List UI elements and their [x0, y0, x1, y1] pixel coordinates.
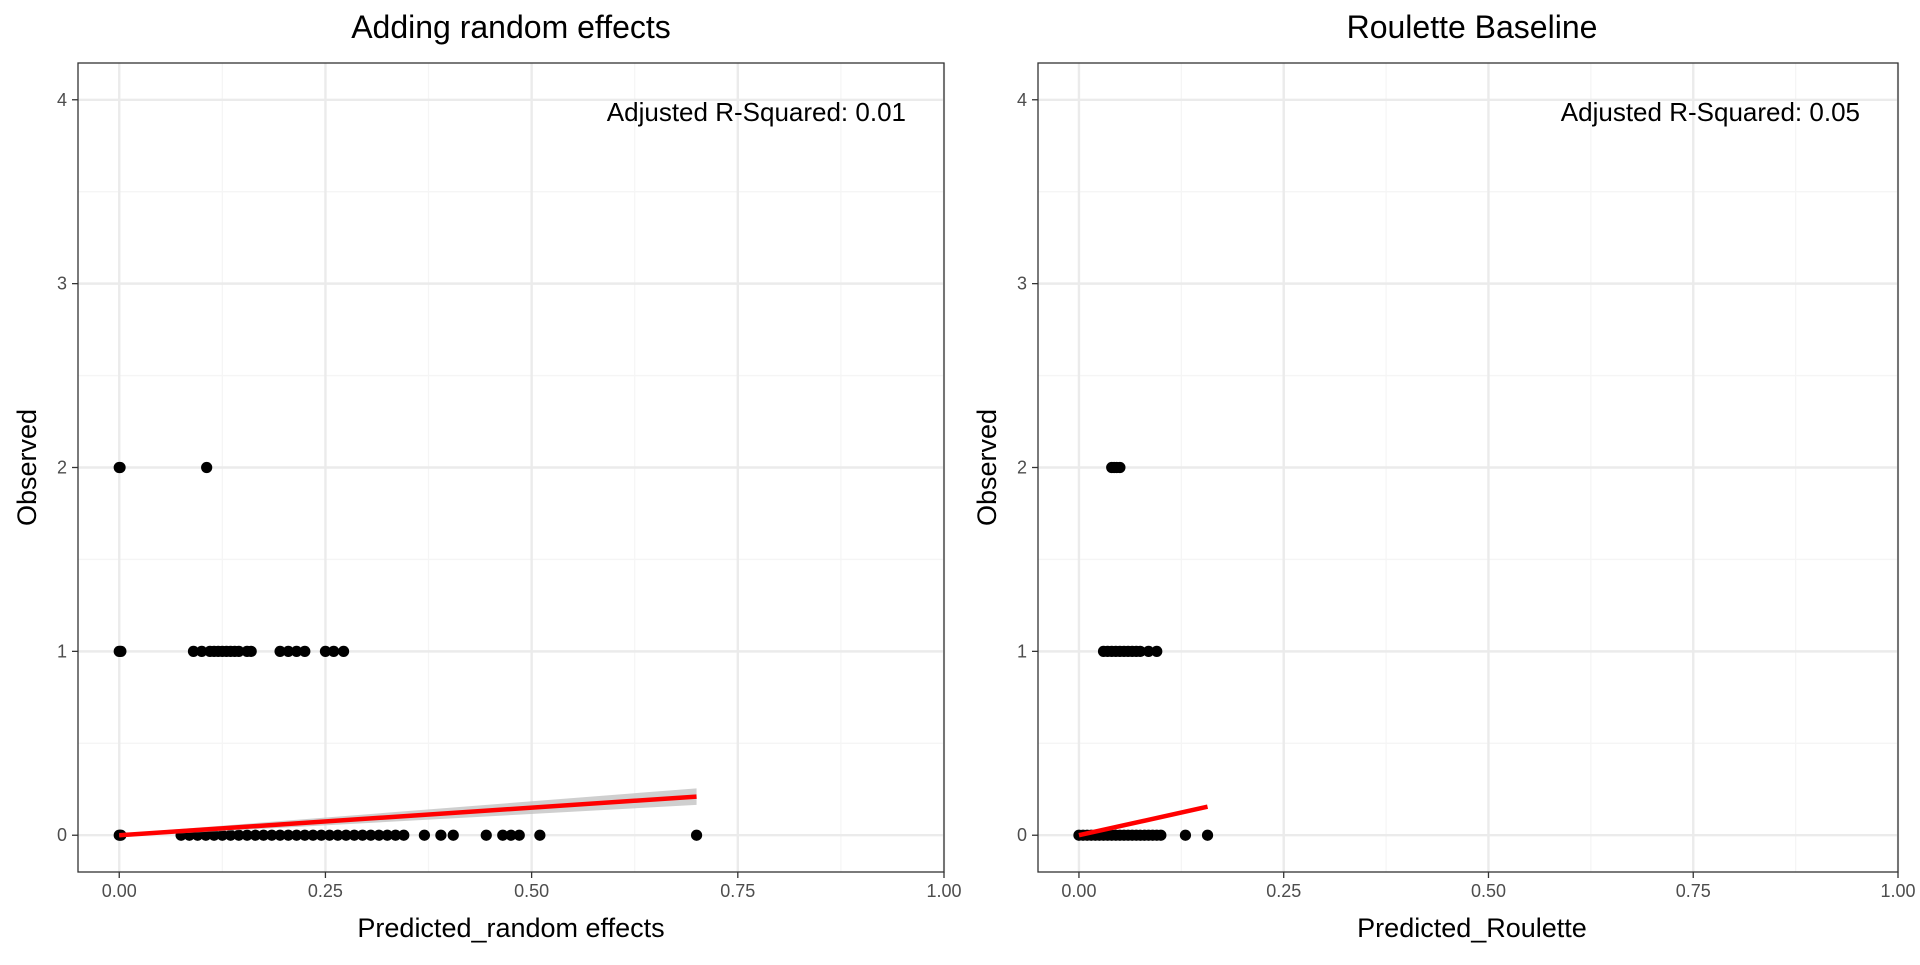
y-tick-label: 2: [1017, 458, 1027, 478]
data-point: [299, 645, 311, 657]
r-squared-annotation: Adjusted R-Squared: 0.05: [1561, 97, 1860, 127]
data-point: [381, 829, 393, 841]
data-point: [233, 829, 245, 841]
y-tick-label: 3: [1017, 274, 1027, 294]
x-tick-label: 0.00: [1061, 881, 1096, 901]
data-point: [690, 829, 703, 841]
x-tick-label: 0.75: [720, 881, 755, 901]
r-squared-annotation: Adjusted R-Squared: 0.01: [607, 97, 906, 127]
data-point: [1201, 829, 1214, 841]
data-point: [389, 829, 402, 841]
data-point: [513, 829, 525, 841]
data-point: [319, 645, 332, 657]
data-point: [534, 829, 546, 841]
chart-panel-2: 0.00 0.25 0.50 0.75 1.00 0 1 2 3 4 Roulette Baseli…: [972, 9, 1916, 943]
y-tick-label: 4: [1017, 90, 1027, 110]
data-point: [418, 829, 430, 841]
regression-line: [1078, 804, 1209, 838]
x-tick-label: 0.25: [308, 881, 343, 901]
data-point: [282, 645, 294, 657]
data-point: [224, 829, 237, 841]
data-point: [1114, 461, 1126, 474]
x-tick-label: 0.50: [1471, 881, 1506, 901]
data-point: [245, 645, 257, 657]
data-point: [356, 829, 369, 841]
data-point: [497, 829, 509, 841]
y-axis-label: Observed: [12, 409, 42, 526]
data-point: [505, 829, 517, 841]
data-point: [201, 461, 213, 474]
x-tick-label: 1.00: [1880, 881, 1915, 901]
y-tick-label: 1: [1017, 641, 1027, 661]
data-point: [114, 461, 126, 474]
data-point: [274, 829, 286, 841]
data-point: [398, 829, 410, 841]
y-tick-label: 4: [57, 90, 67, 110]
data-point: [1155, 829, 1167, 841]
data-point: [340, 829, 352, 841]
chart-panel-1: 0.00 0.25 0.50 0.75 1.00 0 1 2 3 4 Adding random e…: [12, 9, 962, 943]
data-point: [299, 829, 311, 841]
data-point: [216, 829, 228, 841]
data-point: [373, 829, 385, 841]
data-point: [307, 829, 319, 841]
data-point: [328, 645, 340, 657]
data-point: [365, 829, 377, 841]
data-point: [348, 829, 360, 841]
data-point: [1142, 645, 1155, 657]
data-point: [196, 645, 208, 657]
data-point: [332, 829, 344, 841]
data-point: [435, 829, 447, 841]
data-point: [241, 829, 253, 841]
chart-title: Adding random effects: [351, 9, 671, 45]
x-axis-label: Predicted_Roulette: [1357, 913, 1587, 943]
x-axis-label: Predicted_random effects: [357, 913, 664, 943]
y-tick-label: 2: [57, 458, 67, 478]
data-point: [282, 829, 294, 841]
data-point: [233, 645, 245, 657]
data-point: [447, 829, 459, 841]
data-point: [337, 645, 350, 657]
data-point: [290, 645, 303, 657]
x-tick-label: 0.50: [514, 881, 549, 901]
y-tick-label: 0: [1017, 825, 1027, 845]
data-point: [274, 645, 286, 657]
x-tick-label: 0.00: [102, 881, 137, 901]
regression-line: [119, 794, 697, 838]
data-point: [266, 829, 278, 841]
data-point: [115, 645, 127, 657]
y-axis-label: Observed: [972, 409, 1002, 526]
data-point: [187, 645, 200, 657]
data-point: [1151, 645, 1163, 657]
data-point: [290, 829, 303, 841]
data-point: [200, 829, 212, 841]
data-point: [249, 829, 261, 841]
data-point: [1134, 645, 1146, 657]
x-tick-label: 1.00: [926, 881, 961, 901]
data-point: [1179, 829, 1192, 841]
data-point: [323, 829, 336, 841]
chart-title: Roulette Baseline: [1347, 9, 1598, 45]
data-point: [315, 829, 327, 841]
data-point: [480, 829, 492, 841]
y-tick-label: 0: [57, 825, 67, 845]
x-tick-label: 0.25: [1266, 881, 1301, 901]
x-tick-label: 0.75: [1676, 881, 1711, 901]
y-tick-label: 1: [57, 641, 67, 661]
y-tick-label: 3: [57, 274, 67, 294]
data-point: [257, 829, 270, 841]
data-point: [208, 829, 220, 841]
